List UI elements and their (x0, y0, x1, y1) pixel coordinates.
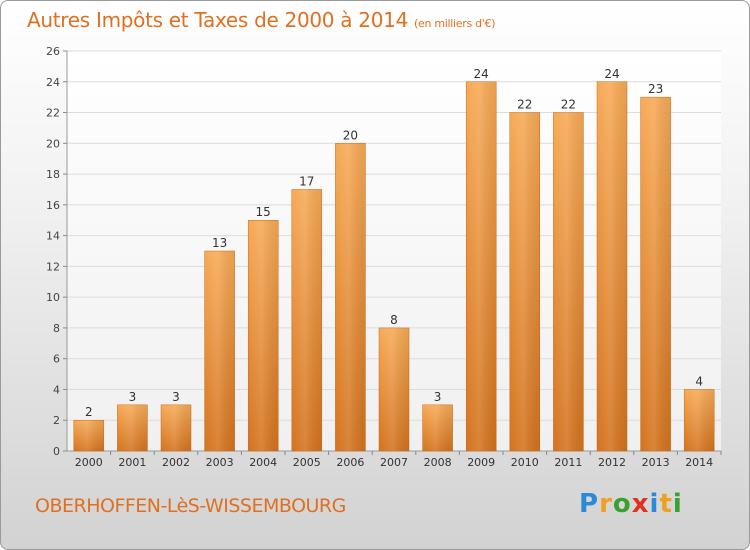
bar-value-label: 22 (517, 98, 532, 112)
y-tick-label: 20 (46, 137, 60, 150)
bar-shine (640, 97, 671, 452)
y-tick-label: 8 (53, 322, 60, 335)
x-tick-label: 2004 (249, 456, 277, 469)
x-tick-label: 2005 (293, 456, 321, 469)
bar-shine (335, 143, 366, 452)
x-tick-label: 2011 (554, 456, 582, 469)
x-tick-label: 2014 (685, 456, 713, 469)
bar-shine (597, 81, 627, 452)
y-tick-label: 18 (46, 168, 60, 181)
chart-subtitle: (en milliers d'€) (414, 17, 496, 30)
commune-name: OBERHOFFEN-LèS-WISSEMBOURG (35, 495, 346, 517)
y-tick-label: 24 (46, 76, 60, 89)
bar-shine (379, 327, 409, 451)
bar-shine (204, 251, 235, 451)
x-tick-label: 2009 (467, 456, 495, 469)
bar-value-label: 24 (474, 67, 489, 81)
bar-value-label: 20 (343, 128, 358, 142)
bar-shine (466, 81, 497, 452)
plot-area: 0246810121416182022242622000320013200213… (46, 45, 722, 469)
bar-value-label: 2 (85, 405, 93, 419)
y-tick-label: 10 (46, 291, 60, 304)
bar-value-label: 3 (172, 390, 180, 404)
x-tick-label: 2002 (162, 456, 190, 469)
bar-value-label: 23 (648, 82, 663, 96)
y-tick-label: 26 (46, 45, 60, 58)
y-tick-label: 22 (46, 107, 60, 120)
y-tick-label: 14 (46, 230, 60, 243)
bar-value-label: 17 (299, 174, 314, 188)
bar-shine (291, 189, 322, 451)
bar-value-label: 24 (604, 67, 619, 81)
bar-shine (684, 389, 715, 451)
bar-value-label: 15 (256, 205, 271, 219)
bar-value-label: 3 (434, 390, 442, 404)
y-tick-label: 2 (53, 414, 60, 427)
bar-shine (509, 112, 540, 452)
y-tick-label: 4 (53, 383, 60, 396)
chart-title: Autres Impôts et Taxes de 2000 à 2014 (en… (27, 8, 495, 32)
bar-shine (248, 220, 279, 451)
logo-letter: r (599, 489, 613, 519)
bar-shine (117, 404, 148, 451)
bar-value-label: 4 (695, 374, 703, 388)
x-tick-label: 2008 (424, 456, 452, 469)
y-tick-label: 6 (53, 353, 60, 366)
logo-letter: i (672, 489, 683, 519)
y-tick-label: 12 (46, 260, 60, 273)
bar-value-label: 13 (212, 236, 227, 250)
y-tick-label: 16 (46, 199, 60, 212)
x-tick-label: 2012 (598, 456, 626, 469)
chart-title-text: Autres Impôts et Taxes de 2000 à 2014 (27, 8, 408, 32)
x-tick-label: 2010 (511, 456, 539, 469)
x-tick-label: 2003 (206, 456, 234, 469)
y-tick-label: 0 (53, 445, 60, 458)
x-tick-label: 2013 (642, 456, 670, 469)
logo-letter: t (659, 489, 673, 519)
bar-value-label: 3 (129, 390, 137, 404)
logo-letter: o (612, 489, 632, 519)
bar-value-label: 8 (390, 313, 398, 327)
bar-shine (161, 404, 191, 451)
logo-letter: P (579, 489, 600, 519)
x-tick-label: 2001 (118, 456, 146, 469)
x-tick-label: 2007 (380, 456, 408, 469)
x-tick-label: 2000 (75, 456, 103, 469)
logo-letter: i (649, 489, 660, 519)
proxiti-logo: Proxiti (579, 489, 683, 519)
bar-value-label: 22 (561, 98, 576, 112)
logo-letter: x (631, 489, 650, 519)
bar-shine (73, 420, 104, 451)
bar-shine (422, 404, 453, 451)
x-tick-label: 2006 (336, 456, 364, 469)
bar-shine (553, 112, 584, 452)
